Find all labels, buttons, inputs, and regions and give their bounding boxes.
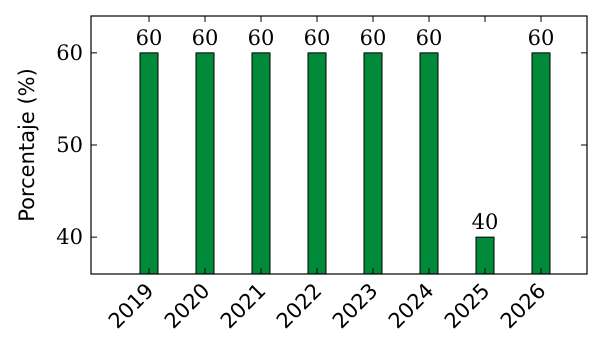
x-tick-label-2023: 2023	[328, 279, 383, 334]
plot-frame	[90, 15, 588, 275]
bar-2021	[251, 52, 271, 275]
x-tick-label-2022: 2022	[272, 279, 327, 334]
x-tick-label-2020: 2020	[160, 279, 215, 334]
x-tick-label-2024: 2024	[384, 279, 439, 334]
y-axis-label: Porcentaje (%)	[15, 68, 39, 222]
bar-2024	[419, 52, 439, 275]
bar-2026	[531, 52, 551, 275]
x-tick-label-2019: 2019	[104, 279, 159, 334]
y-tick-label-50: 50	[56, 133, 83, 157]
bar-2023	[363, 52, 383, 275]
bar-2020	[195, 52, 215, 275]
data-labels: 60 60 60 60 60 60 40 60	[136, 26, 555, 234]
bar-2019	[139, 52, 159, 275]
data-label-2019: 60	[136, 26, 163, 50]
data-label-2021: 60	[248, 26, 275, 50]
x-tick-label-2025: 2025	[440, 279, 495, 334]
bar-2022	[307, 52, 327, 275]
data-label-2022: 60	[304, 26, 331, 50]
x-axis: 2019 2020 2021 2022 2023 2024 2025 2026	[104, 16, 551, 333]
x-tick-label-2026: 2026	[496, 279, 551, 334]
y-tick-label-60: 60	[56, 41, 83, 65]
data-label-2026: 60	[528, 26, 555, 50]
y-axis: 40 50 60	[56, 41, 587, 249]
y-tick-label-40: 40	[56, 225, 83, 249]
bars	[139, 52, 551, 275]
data-label-2020: 60	[192, 26, 219, 50]
x-tick-label-2021: 2021	[216, 279, 271, 334]
data-label-2024: 60	[416, 26, 443, 50]
data-label-2023: 60	[360, 26, 387, 50]
data-label-2025: 40	[472, 210, 499, 234]
